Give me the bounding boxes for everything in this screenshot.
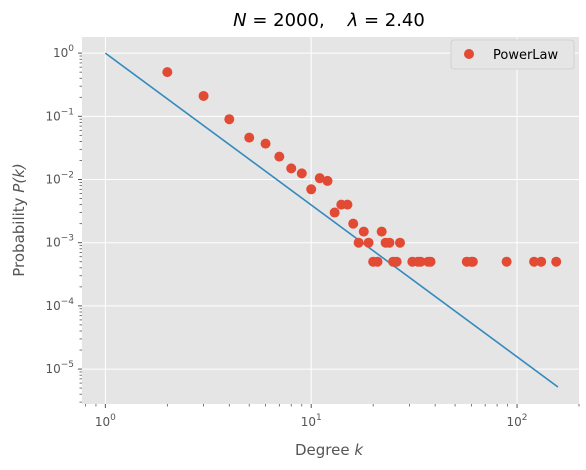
x-tick-label: 100 bbox=[95, 413, 116, 429]
data-point bbox=[274, 152, 284, 162]
x-axis-label: Degree k bbox=[295, 441, 364, 459]
chart-title: N = 2000, λ = 2.40 bbox=[233, 10, 425, 31]
y-axis-label: Probability P(k) bbox=[10, 163, 28, 277]
y-tick-label: 10−4 bbox=[45, 297, 74, 313]
y-tick-label: 10−1 bbox=[45, 107, 74, 123]
y-tick-label: 10−3 bbox=[45, 234, 74, 250]
data-point bbox=[551, 257, 561, 267]
data-point bbox=[392, 257, 402, 267]
data-point bbox=[384, 238, 394, 248]
data-point bbox=[330, 208, 340, 218]
y-tick-label: 10−2 bbox=[45, 171, 74, 187]
y-tick-label: 10−5 bbox=[45, 360, 74, 376]
data-point bbox=[261, 139, 271, 149]
data-point bbox=[377, 227, 387, 237]
x-tick-label: 101 bbox=[301, 413, 322, 429]
legend: PowerLaw bbox=[451, 40, 574, 69]
y-tick-labels: 100 10−1 10−2 10−3 10−4 10−5 bbox=[45, 44, 74, 376]
data-point bbox=[286, 163, 296, 173]
x-tick-label: 102 bbox=[507, 413, 528, 429]
data-point bbox=[354, 238, 364, 248]
plot-background bbox=[82, 37, 579, 404]
data-point bbox=[359, 227, 369, 237]
data-point bbox=[199, 91, 209, 101]
y-tick-label: 100 bbox=[53, 44, 74, 60]
data-point bbox=[426, 257, 436, 267]
legend-marker-powerlaw bbox=[464, 49, 474, 59]
data-point bbox=[348, 219, 358, 229]
data-point bbox=[502, 257, 512, 267]
x-tick-labels: 100 101 102 bbox=[95, 413, 528, 429]
data-point bbox=[373, 257, 383, 267]
data-point bbox=[224, 114, 234, 124]
data-point bbox=[323, 176, 333, 186]
data-point bbox=[395, 238, 405, 248]
data-point bbox=[468, 257, 478, 267]
data-point bbox=[342, 200, 352, 210]
data-point bbox=[536, 257, 546, 267]
data-point bbox=[162, 67, 172, 77]
data-point bbox=[364, 238, 374, 248]
data-point bbox=[306, 184, 316, 194]
legend-label-powerlaw: PowerLaw bbox=[493, 48, 559, 63]
data-point bbox=[297, 168, 307, 178]
data-point bbox=[244, 133, 254, 143]
